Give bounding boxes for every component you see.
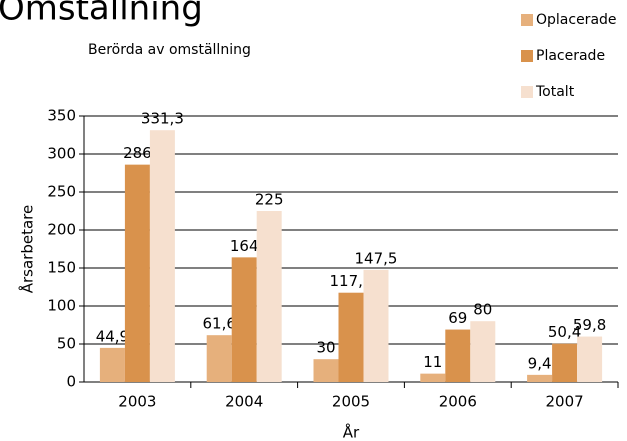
y-tick-label: 250 bbox=[47, 183, 76, 201]
x-axis-label: År bbox=[343, 423, 360, 441]
value-label: 117,5 bbox=[330, 272, 373, 290]
value-label: 80 bbox=[473, 301, 492, 319]
chart-subtitle: Berörda av omställning bbox=[88, 42, 251, 58]
value-label: 50,4 bbox=[548, 323, 581, 341]
value-label: 30 bbox=[316, 339, 335, 357]
y-tick-label: 150 bbox=[47, 259, 76, 277]
bar bbox=[470, 321, 496, 382]
bar bbox=[527, 374, 553, 382]
y-tick-label: 50 bbox=[57, 335, 76, 353]
bar bbox=[231, 257, 257, 382]
value-label: 61,6 bbox=[202, 315, 235, 333]
value-label: 331,3 bbox=[141, 110, 184, 128]
y-axis-label: Årsarbetare bbox=[18, 205, 37, 294]
bar bbox=[445, 329, 471, 382]
value-label: 59,8 bbox=[573, 316, 606, 334]
y-tick-label: 0 bbox=[66, 373, 76, 391]
bar bbox=[256, 211, 282, 382]
bar bbox=[363, 269, 389, 382]
bar bbox=[338, 292, 364, 382]
value-label: 225 bbox=[255, 191, 284, 209]
legend-swatch bbox=[521, 14, 533, 26]
x-tick-label: 2006 bbox=[439, 393, 477, 411]
value-label: 164 bbox=[230, 237, 259, 255]
x-tick-label: 2005 bbox=[332, 393, 370, 411]
y-tick-label: 350 bbox=[47, 107, 76, 125]
chart-title: Omställning bbox=[0, 0, 203, 29]
bar bbox=[313, 359, 339, 382]
bar bbox=[552, 343, 578, 382]
bar bbox=[420, 373, 446, 382]
y-tick-label: 100 bbox=[47, 297, 76, 315]
value-label: 69 bbox=[448, 309, 467, 327]
legend-label: Oplacerade bbox=[536, 12, 617, 28]
legend-label: Placerade bbox=[536, 48, 605, 64]
y-tick-label: 300 bbox=[47, 145, 76, 163]
y-tick-label: 200 bbox=[47, 221, 76, 239]
bar bbox=[149, 130, 175, 382]
bar bbox=[577, 336, 603, 382]
x-tick-label: 2007 bbox=[546, 393, 584, 411]
x-tick-label: 2003 bbox=[118, 393, 156, 411]
value-label: 11 bbox=[423, 353, 442, 371]
x-tick-label: 2004 bbox=[225, 393, 263, 411]
value-label: 286 bbox=[123, 144, 152, 162]
bar bbox=[124, 164, 150, 382]
legend-swatch bbox=[521, 86, 533, 98]
bar bbox=[206, 335, 232, 382]
value-label: 147,5 bbox=[355, 249, 398, 267]
value-label: 44,9 bbox=[96, 327, 129, 345]
bar bbox=[99, 347, 125, 382]
legend-swatch bbox=[521, 50, 533, 62]
value-label: 9,4 bbox=[528, 354, 552, 372]
legend-label: Totalt bbox=[535, 84, 575, 100]
